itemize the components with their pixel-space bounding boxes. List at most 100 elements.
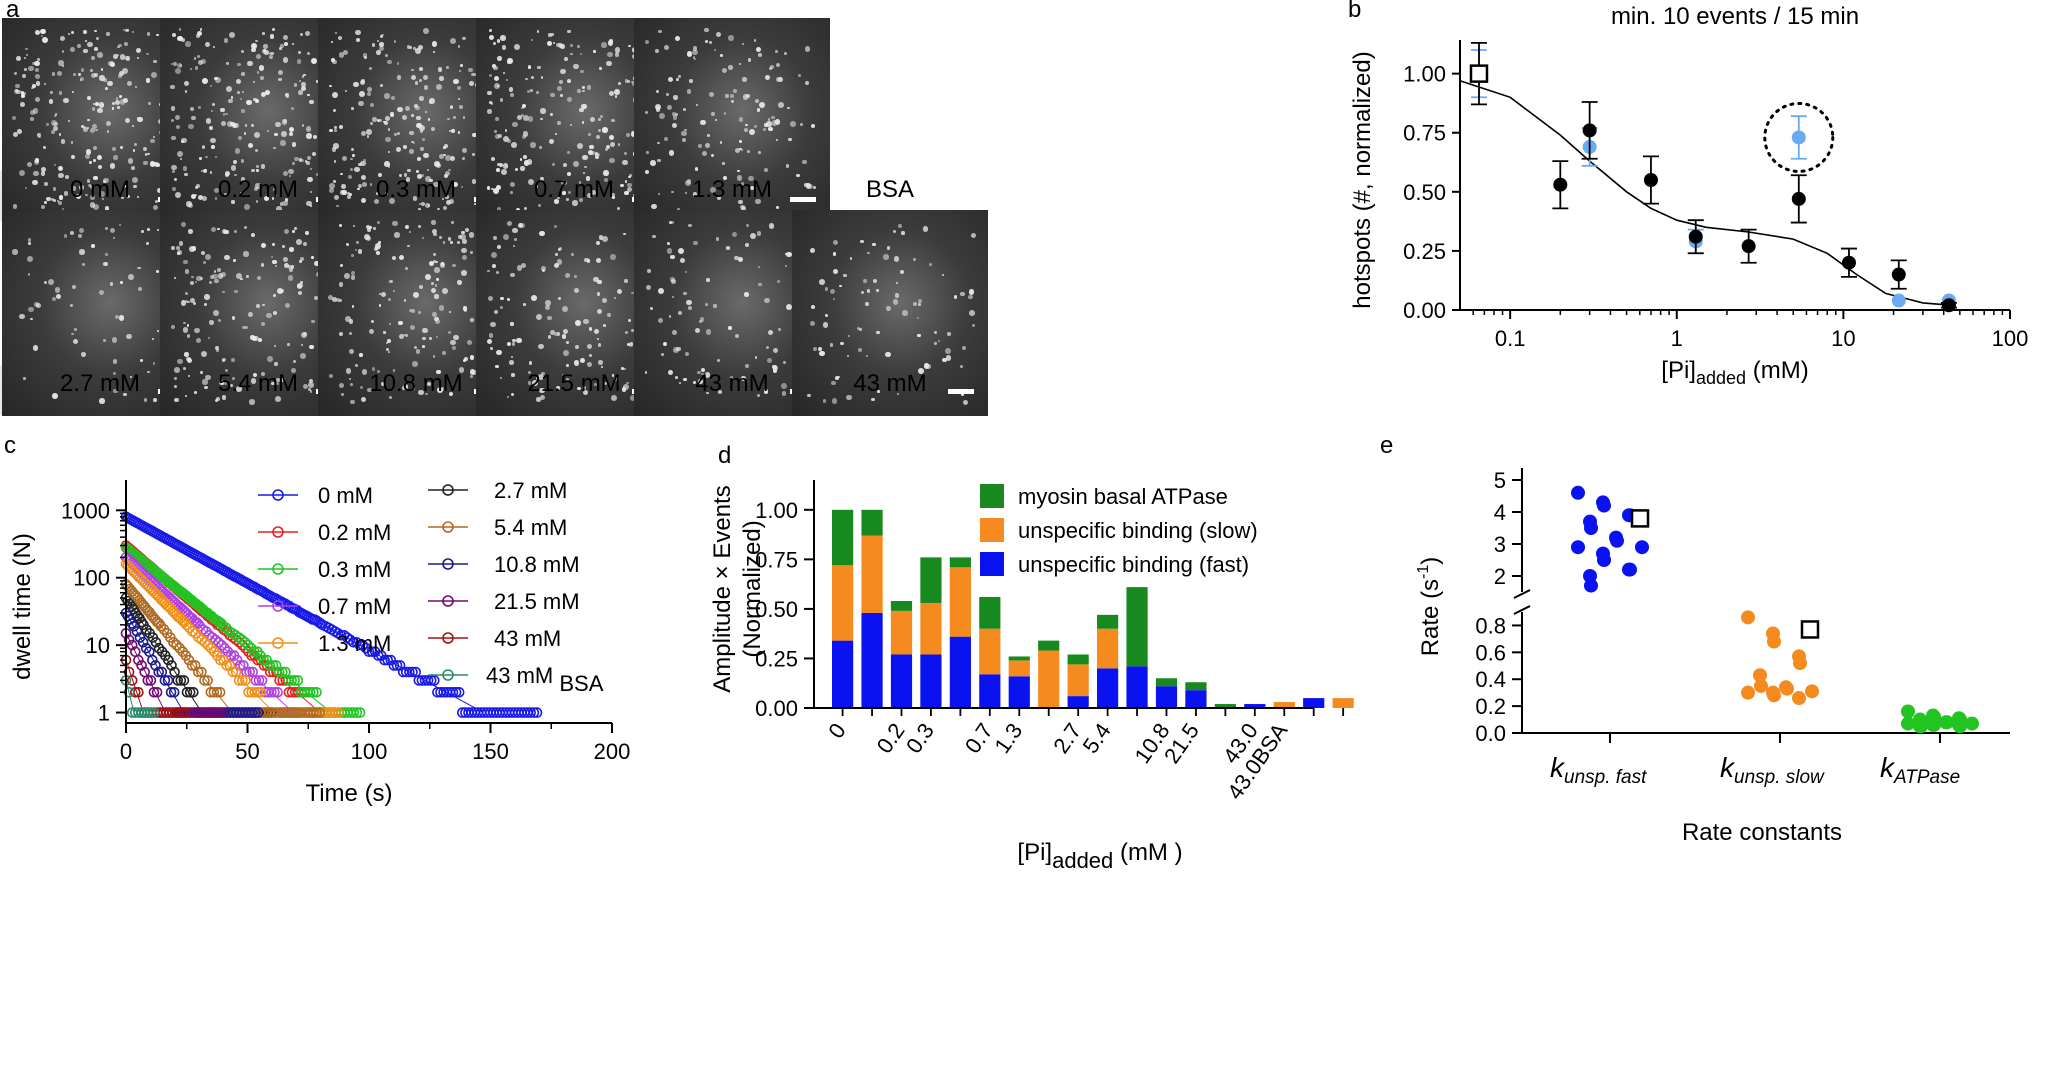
- speckle: [283, 263, 289, 269]
- speckle: [402, 144, 407, 150]
- speckle: [448, 168, 451, 171]
- speckle: [585, 176, 591, 181]
- speckle: [886, 306, 891, 311]
- speckle: [415, 169, 420, 174]
- speckle: [507, 396, 510, 399]
- speckle: [205, 254, 212, 261]
- speckle: [40, 28, 46, 34]
- speckle: [28, 307, 34, 313]
- speckle: [247, 143, 253, 149]
- speckle: [128, 273, 134, 280]
- speckle: [784, 264, 788, 267]
- speckle: [430, 287, 437, 294]
- speckle: [20, 91, 25, 95]
- speckle: [95, 101, 99, 106]
- speckle: [353, 82, 359, 88]
- speckle: [726, 246, 730, 251]
- speckle: [200, 58, 206, 64]
- speckle: [25, 186, 28, 189]
- speckle: [177, 252, 180, 255]
- speckle: [625, 133, 630, 137]
- data-point: [1805, 684, 1819, 699]
- speckle: [73, 327, 77, 331]
- speckle: [744, 292, 749, 297]
- speckle: [902, 310, 908, 316]
- speckle: [442, 288, 449, 294]
- speckle: [209, 84, 213, 88]
- speckle: [373, 247, 378, 252]
- speckle: [257, 275, 262, 280]
- speckle: [85, 148, 92, 155]
- data-point: [1792, 691, 1806, 706]
- data-point: [210, 634, 221, 646]
- data-point-black: [1582, 123, 1597, 138]
- speckle: [32, 62, 36, 66]
- data-point: [311, 687, 322, 698]
- speckle: [202, 379, 208, 385]
- data-point: [211, 687, 223, 698]
- speckle: [435, 83, 442, 90]
- speckle: [23, 377, 27, 380]
- speckle: [218, 379, 225, 386]
- data-point: [216, 639, 227, 651]
- y-tick-label: 2: [1494, 564, 1506, 589]
- speckle: [609, 142, 615, 148]
- speckle: [306, 200, 312, 207]
- speckle: [104, 87, 108, 91]
- speckle: [369, 66, 373, 71]
- speckle: [81, 352, 86, 358]
- speckle: [421, 202, 426, 207]
- speckle: [687, 306, 693, 311]
- speckle: [153, 136, 156, 139]
- speckle: [156, 228, 160, 232]
- speckle: [582, 89, 586, 93]
- speckle: [112, 101, 116, 106]
- speckle: [331, 296, 337, 302]
- data-point: [1953, 719, 1967, 734]
- speckle: [567, 191, 571, 194]
- speckle: [174, 397, 180, 403]
- speckle: [300, 257, 305, 262]
- speckle: [893, 256, 900, 262]
- speckle: [81, 263, 85, 267]
- speckle: [71, 285, 76, 290]
- speckle: [175, 246, 180, 251]
- speckle: [349, 382, 353, 387]
- speckle: [314, 260, 320, 267]
- speckle: [228, 98, 233, 104]
- speckle: [531, 295, 537, 301]
- speckle: [488, 100, 492, 104]
- legend-label: unspecific binding (fast): [1018, 552, 1249, 577]
- speckle: [315, 80, 319, 83]
- speckle: [268, 51, 273, 56]
- speckle: [872, 243, 876, 247]
- speckle: [20, 94, 25, 99]
- speckle: [523, 303, 526, 306]
- speckle: [669, 220, 672, 224]
- speckle: [772, 365, 777, 370]
- speckle: [154, 199, 159, 204]
- speckle: [77, 72, 82, 77]
- x-tick-label: 10: [1831, 326, 1855, 351]
- panel-letter-c: c: [4, 432, 16, 459]
- speckle: [225, 86, 232, 93]
- speckle: [231, 376, 235, 380]
- data-point: [1753, 668, 1767, 683]
- speckle: [124, 184, 128, 188]
- speckle: [757, 265, 761, 269]
- speckle: [412, 386, 415, 390]
- speckle: [271, 242, 275, 246]
- speckle: [386, 338, 392, 344]
- speckle: [41, 37, 48, 43]
- speckle: [396, 61, 400, 65]
- speckle: [55, 287, 61, 293]
- speckle: [369, 102, 374, 107]
- speckle: [812, 346, 817, 351]
- speckle: [273, 194, 277, 197]
- speckle: [111, 337, 118, 343]
- speckle: [185, 292, 189, 296]
- speckle: [292, 359, 296, 363]
- speckle: [668, 150, 675, 156]
- speckle: [624, 190, 630, 196]
- speckle: [379, 42, 384, 47]
